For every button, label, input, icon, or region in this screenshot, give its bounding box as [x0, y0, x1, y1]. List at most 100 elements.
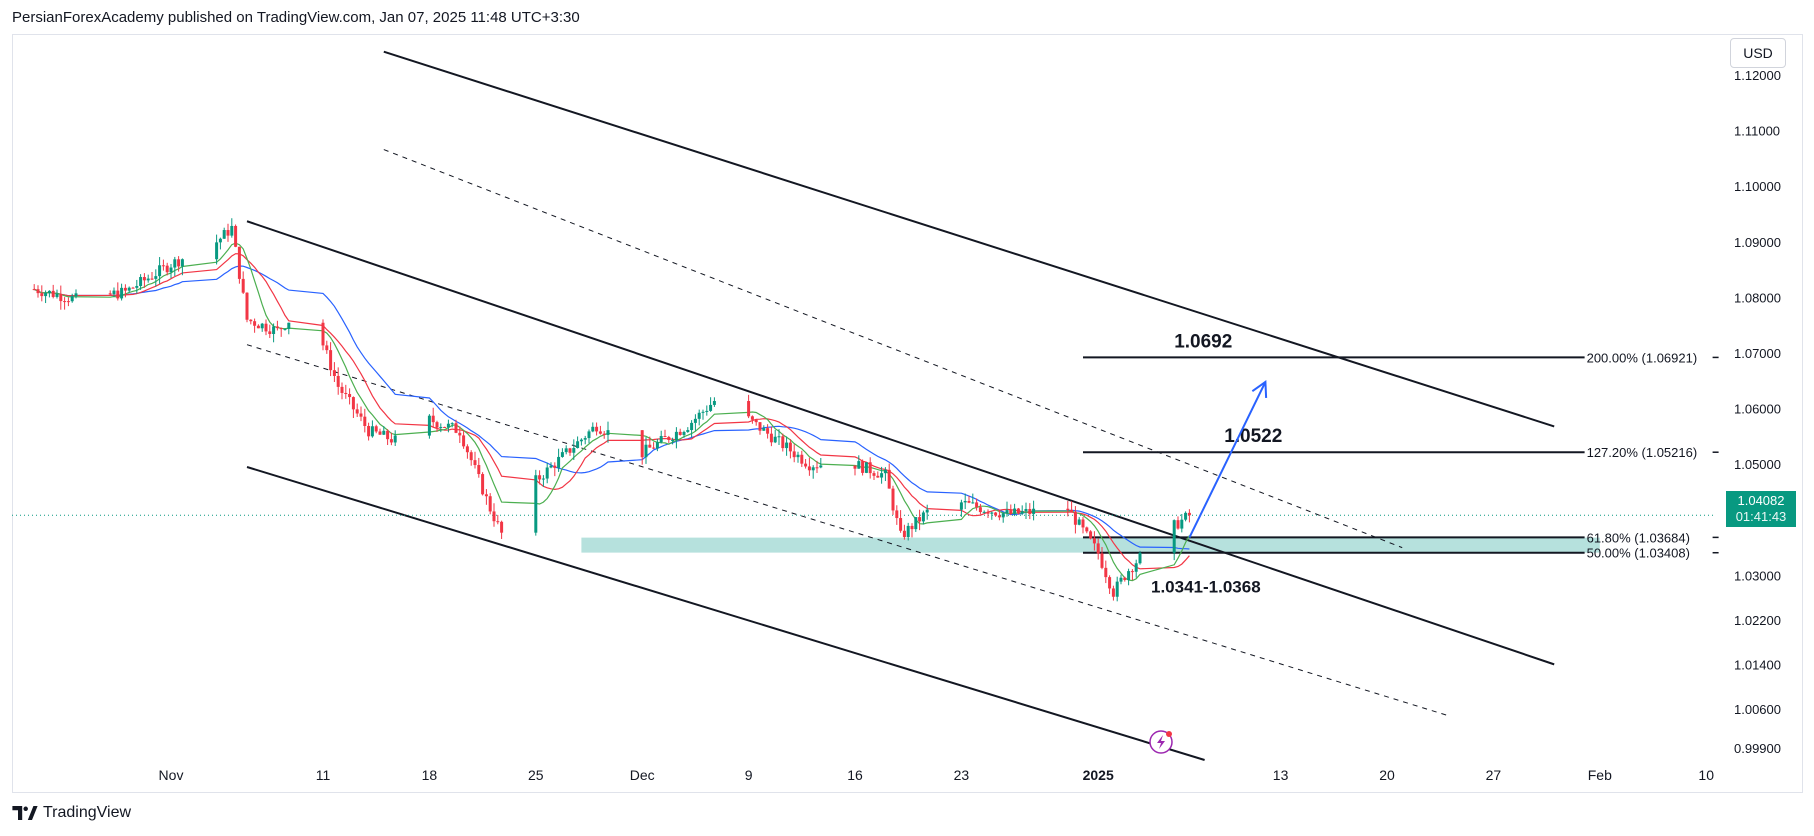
candle-body	[534, 475, 538, 533]
candle-body	[1005, 510, 1009, 514]
candle-body	[1123, 577, 1127, 581]
chart-frame	[12, 34, 1803, 793]
candle-body	[762, 428, 766, 431]
support-zone	[581, 537, 1600, 553]
candle-body	[1176, 520, 1180, 529]
candle-body	[853, 465, 857, 469]
candle-body	[120, 287, 124, 299]
candle-body	[32, 289, 36, 291]
candle-body	[807, 466, 811, 471]
candle-body	[990, 512, 994, 514]
candle-body	[344, 392, 348, 394]
candle-body	[180, 259, 184, 267]
candle-body	[1184, 512, 1188, 520]
y-axis-tick-label: 1.11000	[1734, 124, 1780, 139]
candle-body	[446, 423, 450, 428]
candle-body	[241, 278, 245, 293]
candle-body	[1100, 553, 1104, 568]
x-axis-tick-label: 25	[528, 767, 544, 783]
candle-body	[557, 456, 561, 468]
candle-body	[146, 278, 150, 281]
tradingview-footer[interactable]: TradingView	[12, 804, 131, 822]
candle-body	[1032, 508, 1036, 514]
candle-body	[978, 507, 982, 513]
candle-body	[348, 393, 352, 398]
candle-body	[1028, 508, 1032, 514]
candle-body	[564, 448, 568, 453]
candle-body	[579, 439, 583, 442]
x-axis-tick-label: 13	[1273, 767, 1289, 783]
candle-body	[864, 462, 868, 473]
candle-body	[150, 278, 154, 280]
candle-body	[1119, 577, 1123, 582]
candle-body	[264, 323, 268, 332]
candle-body	[591, 426, 595, 432]
x-axis-tick-label: 23	[954, 767, 970, 783]
candle-body	[435, 422, 439, 428]
candle-body	[496, 521, 500, 523]
candle-body	[370, 426, 374, 437]
candle-body	[921, 512, 925, 522]
candle-body	[971, 502, 975, 504]
current-price-value: 1.04082	[1737, 493, 1785, 508]
fib-level-label: 50.00% (1.03408)	[1587, 546, 1690, 561]
candle-body	[249, 319, 253, 322]
candle-body	[781, 436, 785, 449]
candle-body	[1089, 531, 1093, 539]
candle-body	[1115, 581, 1119, 597]
moving-average-line	[33, 265, 1190, 550]
candle-body	[275, 326, 279, 329]
candle-body	[959, 502, 963, 510]
candle-body	[1016, 508, 1020, 514]
candle-body	[1134, 563, 1138, 572]
candle-body	[1077, 519, 1081, 525]
candle-body	[325, 345, 329, 351]
candle-body	[260, 323, 264, 329]
candle-body	[709, 404, 713, 411]
candle-body	[1085, 527, 1089, 532]
candle-body	[796, 454, 800, 458]
candle-body	[389, 439, 393, 443]
candle-body	[36, 289, 40, 294]
candle-body	[116, 290, 120, 299]
candle-body	[804, 463, 808, 467]
candle-body	[165, 265, 169, 273]
bar-countdown: 01:41:43	[1735, 509, 1787, 524]
candle-body	[560, 452, 564, 457]
candle-body	[469, 452, 473, 461]
candle-body	[606, 430, 610, 435]
candle-body	[374, 426, 378, 432]
candle-body	[279, 328, 283, 330]
fib-level-label: 61.80% (1.03684)	[1587, 530, 1690, 545]
candle-body	[1104, 567, 1108, 578]
candle-body	[538, 475, 542, 480]
candle-body	[693, 418, 697, 423]
candle-body	[1096, 543, 1100, 554]
candle-body	[652, 447, 656, 449]
candle-body	[674, 431, 678, 440]
candle-body	[640, 430, 644, 458]
candle-body	[671, 439, 675, 441]
candle-body	[473, 460, 477, 466]
candle-body	[819, 465, 823, 468]
currency-button[interactable]: USD	[1730, 38, 1786, 68]
candle-body	[1127, 571, 1131, 581]
candle-body	[332, 370, 336, 376]
candle-body	[454, 423, 458, 433]
candle-body	[750, 416, 754, 420]
candle-body	[891, 488, 895, 511]
candle-body	[477, 465, 481, 475]
candle-body	[127, 287, 131, 291]
candle-body	[602, 433, 606, 435]
y-axis-tick-label: 1.02200	[1734, 613, 1781, 628]
candle-body	[659, 436, 663, 443]
candle-body	[686, 430, 690, 432]
candle-body	[982, 511, 986, 513]
candle-body	[283, 328, 287, 330]
candle-body	[237, 246, 241, 279]
candle-body	[572, 448, 576, 453]
candle-body	[256, 325, 260, 329]
candle-body	[792, 451, 796, 458]
candle-body	[587, 431, 591, 439]
